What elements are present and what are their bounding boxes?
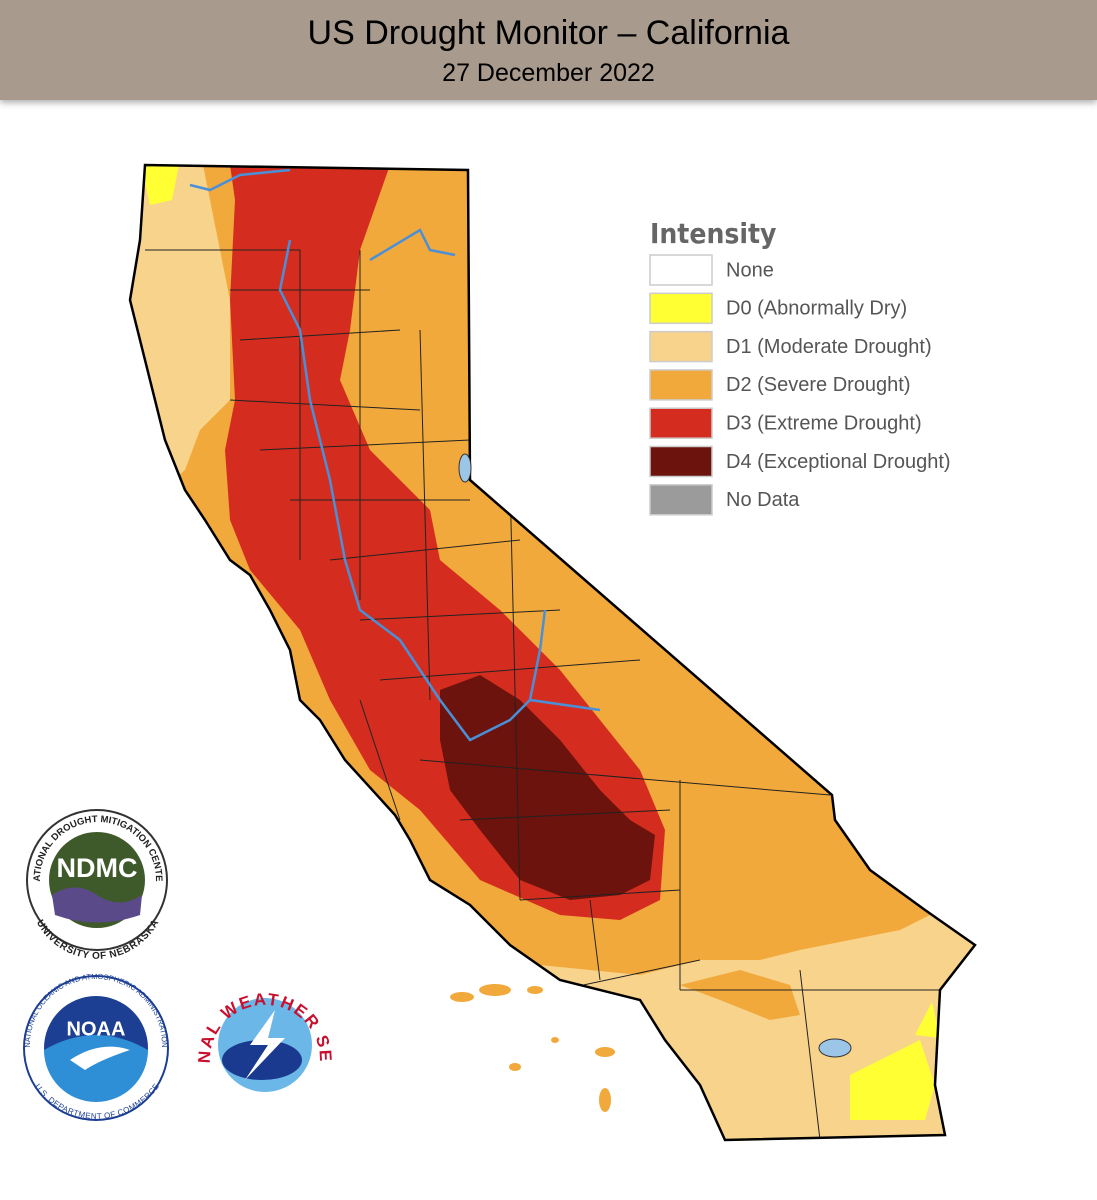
legend-swatch: [649, 484, 713, 516]
legend-swatch: [649, 445, 713, 478]
zone-d4: [440, 675, 655, 900]
svg-text:NATIONAL DROUGHT MITIGATION CE: NATIONAL DROUGHT MITIGATION CENTER: [0, 0, 164, 882]
legend-label: No Data: [726, 489, 800, 511]
zone-d0: [915, 1002, 940, 1038]
title: US Drought Monitor – California: [307, 14, 790, 52]
zone-d2: [680, 970, 800, 1020]
islands: [450, 984, 615, 1112]
zone-d0: [850, 1040, 935, 1120]
lake-tahoe: [458, 453, 472, 483]
subtitle: 27 December 2022: [442, 59, 655, 87]
legend-swatch: [649, 330, 713, 363]
legend-label: D4 (Exceptional Drought): [726, 451, 951, 473]
rivers: [189, 168, 601, 742]
zone-d3: [225, 165, 665, 920]
legend: Intensity None D0 (Abnormally Dry) D1 (Mod…: [649, 217, 951, 516]
legend-label: D3 (Extreme Drought): [726, 412, 922, 434]
legend-label: D1 (Moderate Drought): [726, 336, 932, 358]
ndmc-top-text: NATIONAL DROUGHT MITIGATION CENTER: [0, 0, 164, 882]
noaa-acronym: NOAA: [67, 1018, 126, 1040]
legend-swatch: [649, 369, 713, 401]
legend-label: D0 (Abnormally Dry): [726, 298, 907, 320]
noaa-logo: NOAA NATIONAL OCEANIC AND ATMOSPHERIC AD…: [23, 972, 169, 1121]
ndmc-logo: NDMC NATIONAL DROUGHT MITIGATION CENTER …: [0, 0, 168, 962]
salton-sea: [818, 1038, 852, 1058]
county-lines: [145, 249, 960, 1140]
legend-swatch: [649, 254, 713, 286]
zone-d0: [140, 165, 180, 205]
legend-swatch: [649, 292, 713, 325]
header: US Drought Monitor – California 27 Decem…: [0, 0, 1097, 100]
legend-label: None: [726, 259, 774, 281]
legend-swatch: [649, 407, 713, 439]
ndmc-acronym: NDMC: [57, 853, 138, 883]
legend-title: Intensity: [650, 217, 776, 250]
legend-label: D2 (Severe Drought): [726, 374, 911, 396]
